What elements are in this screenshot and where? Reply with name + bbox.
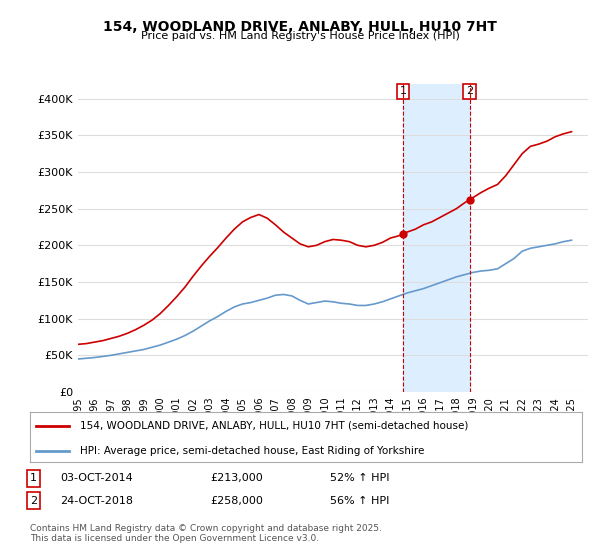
Bar	[403, 84, 470, 392]
Text: 03-OCT-2014: 03-OCT-2014	[60, 473, 133, 483]
Text: HPI: Average price, semi-detached house, East Riding of Yorkshire: HPI: Average price, semi-detached house,…	[80, 446, 424, 456]
Text: 52% ↑ HPI: 52% ↑ HPI	[330, 473, 389, 483]
Text: 2: 2	[30, 496, 37, 506]
Text: 1: 1	[30, 473, 37, 483]
Text: 1: 1	[400, 86, 406, 96]
Text: 24-OCT-2018: 24-OCT-2018	[60, 496, 133, 506]
Text: Contains HM Land Registry data © Crown copyright and database right 2025.
This d: Contains HM Land Registry data © Crown c…	[30, 524, 382, 543]
Text: 154, WOODLAND DRIVE, ANLABY, HULL, HU10 7HT (semi-detached house): 154, WOODLAND DRIVE, ANLABY, HULL, HU10 …	[80, 421, 468, 431]
Text: 2: 2	[466, 86, 473, 96]
Text: 56% ↑ HPI: 56% ↑ HPI	[330, 496, 389, 506]
Text: Price paid vs. HM Land Registry's House Price Index (HPI): Price paid vs. HM Land Registry's House …	[140, 31, 460, 41]
Text: £213,000: £213,000	[210, 473, 263, 483]
Text: £258,000: £258,000	[210, 496, 263, 506]
Text: 154, WOODLAND DRIVE, ANLABY, HULL, HU10 7HT: 154, WOODLAND DRIVE, ANLABY, HULL, HU10 …	[103, 20, 497, 34]
